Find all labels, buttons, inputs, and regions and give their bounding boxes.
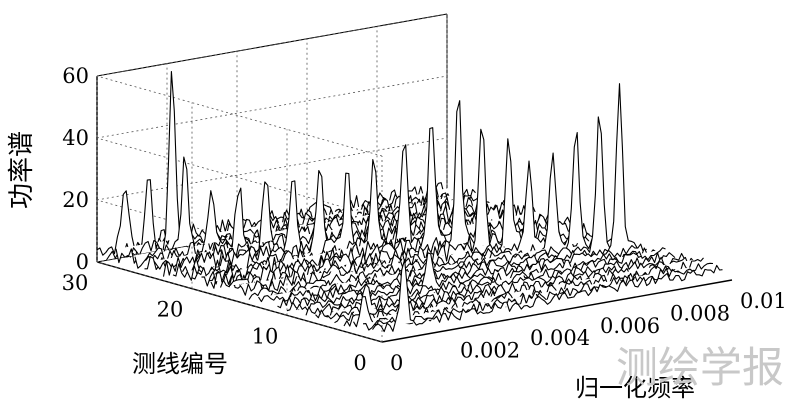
series-line	[362, 262, 714, 331]
z-tick-label: 0	[76, 250, 89, 274]
grid-line-z	[96, 137, 383, 219]
x-axis-label: 归一化频率	[575, 374, 695, 402]
grid-line-z	[96, 137, 448, 201]
x-tick-label: 0	[390, 351, 403, 375]
y-tick-label: 20	[157, 298, 184, 322]
journal-watermark: 测绘学报	[616, 343, 784, 392]
y-axis-label: 测线编号	[132, 350, 228, 378]
grid-line-z	[96, 261, 383, 343]
x-tick-label: 0.008	[670, 301, 730, 325]
grid-line-z	[96, 75, 448, 139]
x-tick-label: 0.004	[530, 326, 590, 350]
x-tick-label: 0.01	[740, 289, 787, 313]
series-line	[334, 252, 685, 324]
z-tick-label: 20	[62, 188, 89, 212]
x-tick-label: 0.002	[460, 339, 520, 363]
y-tick-label: 10	[252, 324, 279, 348]
y-tick-label: 30	[62, 271, 89, 295]
x-axis-line	[381, 279, 733, 343]
series-line	[372, 259, 723, 333]
z-axis-label: 功率谱	[7, 131, 37, 209]
grid-line-z	[96, 75, 383, 157]
z-tick-label: 40	[62, 126, 89, 150]
grid-line-z	[96, 13, 448, 77]
z-tick-label: 60	[62, 64, 89, 88]
series-lines	[96, 70, 723, 333]
x-tick-label: 0.006	[600, 314, 660, 338]
y-tick-label: 0	[353, 351, 366, 375]
